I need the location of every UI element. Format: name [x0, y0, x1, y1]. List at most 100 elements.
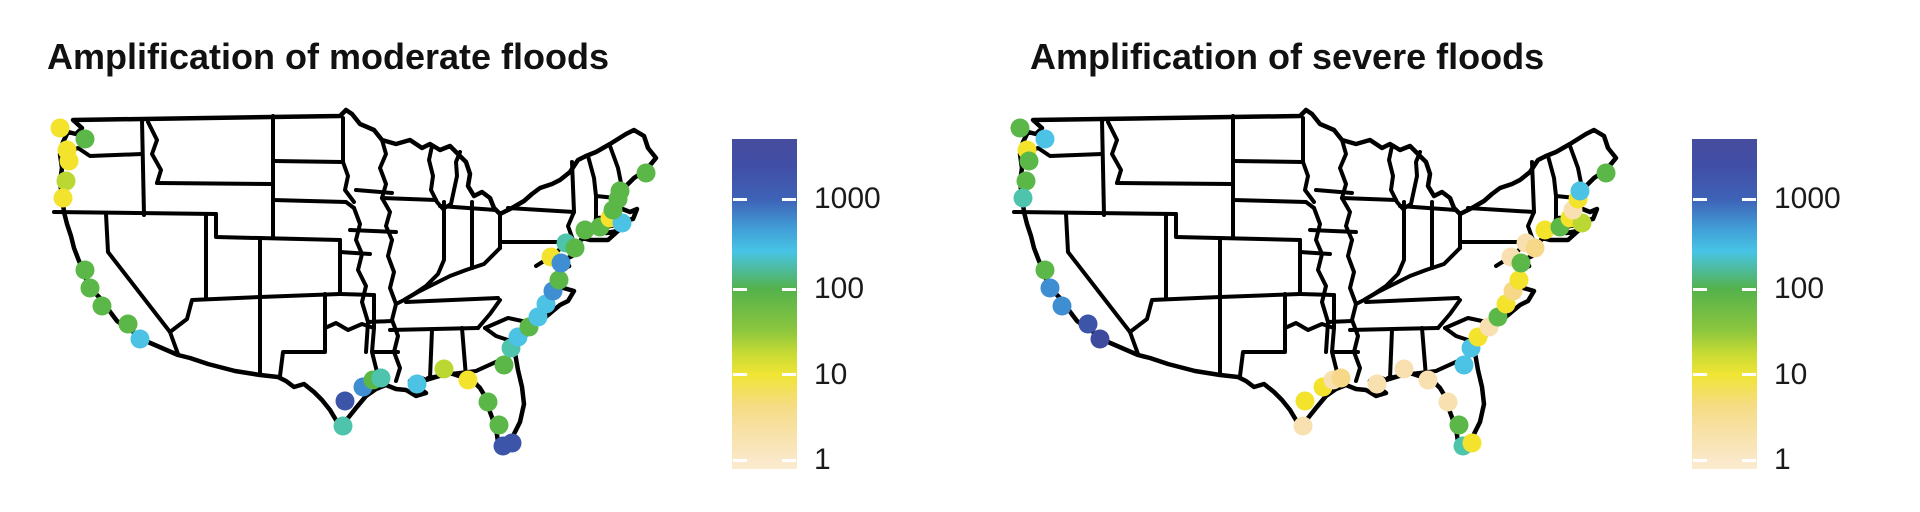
- state-border-line: [378, 138, 388, 200]
- station-dot: [75, 129, 95, 149]
- station-dot: [1078, 314, 1098, 334]
- station-dot: [1013, 188, 1033, 208]
- state-border-line: [1346, 238, 1362, 383]
- state-border-line: [1064, 212, 1140, 356]
- station-dot: [636, 163, 656, 183]
- state-border-line: [438, 204, 498, 212]
- state-border-line: [1436, 298, 1462, 330]
- state-border-line: [354, 188, 394, 195]
- colorbar-tick-label: 1000: [814, 182, 881, 216]
- state-border-line: [386, 238, 402, 383]
- state-border-line: [1364, 296, 1460, 304]
- station-dot: [1570, 181, 1590, 201]
- station-dot: [565, 238, 585, 258]
- station-dot: [458, 370, 478, 390]
- station-dot: [1295, 391, 1315, 411]
- station-dot: [1010, 118, 1030, 138]
- page-title-severe: Amplification of severe floods: [1030, 36, 1545, 77]
- colorbar-gradient: [1692, 139, 1757, 469]
- station-dot: [333, 416, 353, 436]
- colorbar-tick-label: 1000: [1774, 182, 1841, 216]
- station-dot: [1462, 433, 1482, 453]
- state-border-line: [1012, 210, 1178, 216]
- station-dot: [1293, 416, 1313, 436]
- station-dot: [494, 355, 514, 375]
- state-border-line: [1128, 295, 1222, 334]
- station-dot: [434, 359, 454, 379]
- colorbar-tick-label: 100: [814, 272, 865, 306]
- state-border-line: [506, 206, 576, 214]
- state-border-line: [380, 196, 394, 242]
- colorbar-tick-label: 1: [814, 443, 831, 477]
- state-border-line: [1314, 188, 1354, 195]
- station-dot: [371, 368, 391, 388]
- station-dot: [1090, 329, 1110, 349]
- colorbar-tick: [1693, 373, 1707, 377]
- state-border-line: [140, 118, 146, 217]
- page-title-moderate: Amplification of moderate floods: [47, 36, 610, 77]
- colorbar-tick: [1742, 287, 1756, 291]
- state-border-line: [1324, 320, 1330, 354]
- colorbar-tick: [782, 458, 796, 462]
- station-dot: [335, 391, 355, 411]
- state-border-line: [1231, 198, 1316, 210]
- station-dot: [551, 253, 571, 273]
- state-border-line: [1348, 326, 1440, 332]
- state-border-line: [380, 196, 438, 202]
- state-border-line: [278, 292, 327, 378]
- state-border-line: [366, 319, 394, 324]
- colorbar-tick-label: 100: [1774, 272, 1825, 306]
- colorbar-tick-label: 10: [1774, 357, 1808, 391]
- station-dot: [1367, 374, 1387, 394]
- state-border-line: [155, 181, 275, 186]
- state-border-line: [338, 292, 376, 297]
- colorbar-moderate: [732, 139, 797, 469]
- station-dot: [549, 270, 569, 290]
- station-dot: [92, 296, 112, 316]
- station-dot: [1511, 253, 1531, 273]
- state-border-line: [338, 250, 372, 256]
- station-dot: [1035, 260, 1055, 280]
- state-border-line: [1238, 292, 1287, 378]
- station-dot: [80, 278, 100, 298]
- stations-layer: [50, 118, 656, 456]
- state-border-line: [1338, 138, 1348, 200]
- station-dot: [1509, 270, 1529, 290]
- state-border-line: [1568, 144, 1584, 190]
- station-dot: [575, 220, 595, 240]
- stations-layer: [1010, 118, 1616, 456]
- station-dot: [1525, 238, 1545, 258]
- state-border-line: [168, 295, 262, 334]
- station-dot: [610, 181, 630, 201]
- colorbar-tick: [1693, 197, 1707, 201]
- colorbar-tick: [782, 197, 796, 201]
- station-dot: [1331, 368, 1351, 388]
- state-border-line: [1326, 319, 1354, 324]
- colorbar-tick-label: 10: [814, 357, 848, 391]
- state-border-line: [364, 320, 370, 354]
- colorbar-tick: [733, 197, 747, 201]
- state-border-line: [1231, 159, 1305, 164]
- colorbar-tick: [1742, 373, 1756, 377]
- colorbar-tick: [782, 287, 796, 291]
- colorbar-tick-label: 1: [1774, 443, 1791, 477]
- state-border-line: [1466, 206, 1536, 214]
- state-border-line: [1398, 204, 1458, 212]
- station-dot: [1016, 171, 1036, 191]
- station-dot: [53, 188, 73, 208]
- station-dot: [1438, 392, 1458, 412]
- colorbar-labels-moderate: 1000 100 10 1: [814, 139, 954, 476]
- colorbar-tick: [733, 458, 747, 462]
- station-dot: [1035, 129, 1055, 149]
- station-dot: [1454, 355, 1474, 375]
- station-dot: [59, 151, 79, 171]
- state-border-line: [104, 212, 180, 356]
- station-dot: [407, 374, 427, 394]
- state-border-line: [428, 328, 434, 380]
- state-border-line: [404, 296, 500, 304]
- colorbar-tick: [1693, 287, 1707, 291]
- station-dot: [1418, 370, 1438, 390]
- station-dot: [502, 433, 522, 453]
- state-border-line: [52, 210, 218, 216]
